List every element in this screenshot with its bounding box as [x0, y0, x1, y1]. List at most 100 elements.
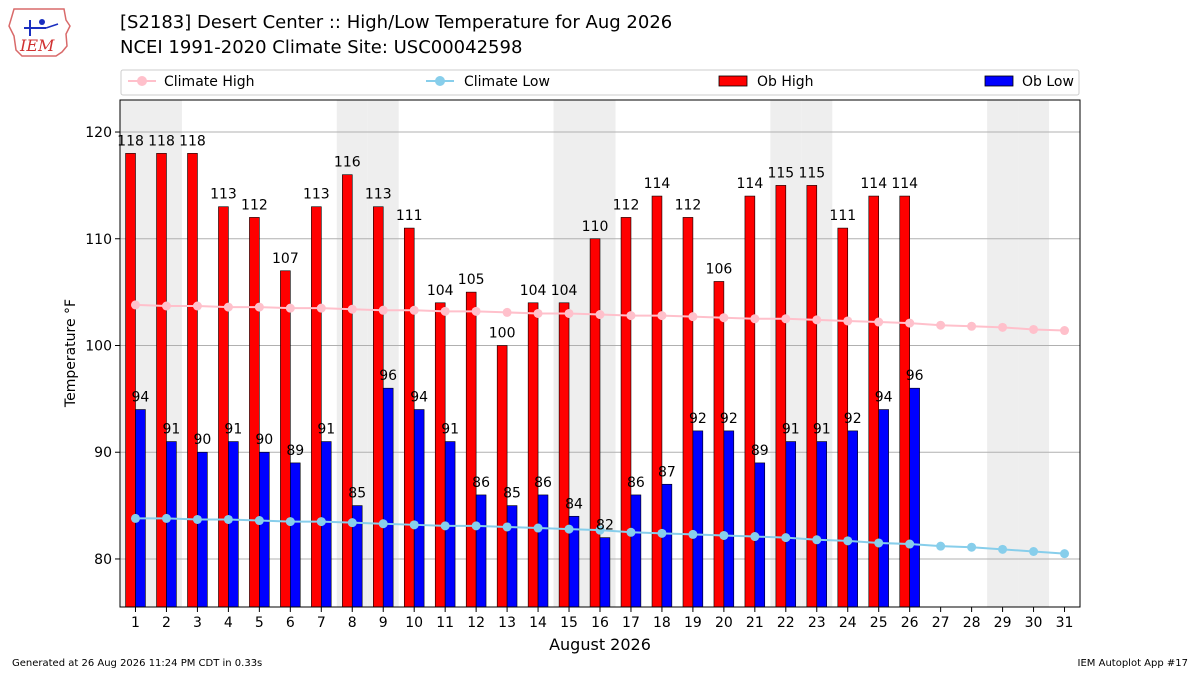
- ob-low-bar: [228, 441, 239, 608]
- climate-high-point: [874, 317, 884, 327]
- x-tick-label: 12: [467, 615, 485, 631]
- iem-logo: IEM: [6, 6, 72, 62]
- ob-low-bar: [630, 494, 642, 608]
- climate-low-point: [595, 525, 605, 535]
- climate-high-point: [440, 306, 450, 316]
- x-tick-label: 30: [1025, 615, 1043, 631]
- legend-ob-high: Ob High: [757, 74, 814, 90]
- climate-high-point: [316, 303, 326, 313]
- climate-high-point: [347, 304, 357, 314]
- climate-low-point: [378, 519, 388, 529]
- x-tick-label: 24: [839, 615, 857, 631]
- ob-high-label: 113: [365, 187, 392, 203]
- x-tick-label: 7: [317, 615, 326, 631]
- legend: Climate High Climate Low Ob High Ob Low: [120, 69, 1080, 96]
- climate-high-point: [843, 316, 853, 326]
- ob-high-bar: [156, 153, 167, 608]
- ob-low-bar: [816, 441, 827, 608]
- climate-high-point: [254, 302, 264, 312]
- x-tick-label: 10: [405, 615, 423, 631]
- ob-high-label: 106: [706, 261, 733, 277]
- climate-low-point: [254, 516, 264, 526]
- ob-low-label: 82: [596, 518, 614, 534]
- climate-low-point: [192, 514, 202, 524]
- ob-high-label: 111: [829, 208, 856, 224]
- ob-high-bar: [125, 153, 136, 608]
- y-tick-label: 80: [94, 552, 112, 568]
- y-tick-label: 100: [85, 338, 112, 354]
- chart-subtitle: NCEI 1991-2020 Climate Site: USC00042598: [120, 37, 523, 58]
- climate-high-point: [192, 301, 202, 311]
- ob-low-label: 92: [844, 411, 862, 427]
- climate-high-point: [750, 314, 760, 324]
- legend-climate-low: Climate Low: [464, 74, 550, 90]
- x-tick-label: 8: [348, 615, 357, 631]
- climate-high-point: [378, 305, 388, 315]
- ob-high-bar: [280, 270, 291, 608]
- x-tick-label: 2: [162, 615, 171, 631]
- ob-high-label: 107: [272, 251, 299, 267]
- ob-high-label: 100: [489, 325, 516, 341]
- ob-low-bar: [506, 505, 518, 608]
- ob-low-label: 91: [441, 422, 459, 438]
- ob-high-bar: [620, 217, 632, 608]
- ob-high-label: 114: [891, 176, 918, 192]
- ob-high-bar: [775, 185, 787, 608]
- climate-high-point: [533, 308, 543, 318]
- ob-low-label: 91: [813, 422, 831, 438]
- ob-high-label: 118: [148, 133, 175, 149]
- ob-high-bar: [744, 195, 756, 608]
- ob-high-bar: [713, 281, 725, 608]
- ob-high-label: 111: [396, 208, 423, 224]
- chart-title: [S2183] Desert Center :: High/Low Temper…: [120, 12, 673, 33]
- legend-ob-high-swatch: [718, 75, 748, 87]
- x-tick-label: 16: [591, 615, 609, 631]
- x-tick-label: 9: [379, 615, 388, 631]
- climate-high-point: [1060, 326, 1070, 336]
- x-tick-label: 31: [1056, 615, 1074, 631]
- logo-text: IEM: [19, 36, 55, 55]
- x-tick-label: 13: [498, 615, 516, 631]
- ob-high-bar: [311, 206, 322, 608]
- climate-low-point: [564, 524, 574, 534]
- climate-high-point: [781, 314, 791, 324]
- x-tick-label: 27: [932, 615, 950, 631]
- x-tick-label: 5: [255, 615, 264, 631]
- x-tick-label: 1: [131, 615, 140, 631]
- climate-low-point: [1060, 549, 1070, 559]
- legend-climate-low-marker: [435, 76, 445, 86]
- climate-high-point: [657, 311, 667, 321]
- ob-low-bar: [537, 494, 549, 608]
- ob-low-label: 96: [379, 368, 397, 384]
- ob-high-label: 105: [458, 272, 485, 288]
- ob-low-label: 96: [906, 368, 924, 384]
- climate-high-point: [936, 320, 946, 330]
- ob-high-label: 115: [798, 165, 825, 181]
- climate-low-point: [502, 522, 512, 532]
- climate-low-point: [471, 521, 481, 531]
- ob-high-label: 104: [427, 283, 454, 299]
- ob-low-bar: [475, 494, 487, 608]
- ob-low-label: 85: [348, 486, 366, 502]
- climate-low-point: [750, 532, 760, 542]
- ob-high-bar: [434, 302, 446, 608]
- climate-high-point: [161, 301, 171, 311]
- x-tick-label: 21: [746, 615, 764, 631]
- ob-high-bar: [403, 227, 415, 608]
- ob-low-label: 94: [875, 390, 893, 406]
- ob-low-bar: [166, 441, 177, 608]
- climate-high-point: [130, 300, 140, 310]
- climate-high-point: [688, 312, 698, 322]
- ob-high-label: 112: [675, 197, 702, 213]
- climate-low-point: [843, 536, 853, 546]
- ob-low-label: 92: [689, 411, 707, 427]
- ob-low-label: 86: [627, 475, 645, 491]
- ob-low-label: 86: [534, 475, 552, 491]
- climate-high-point: [1029, 324, 1039, 334]
- ob-high-label: 112: [613, 197, 640, 213]
- x-tick-label: 4: [224, 615, 233, 631]
- climate-low-point: [223, 514, 233, 524]
- climate-high-point: [812, 315, 822, 325]
- ob-low-bar: [290, 462, 301, 608]
- ob-high-label: 116: [334, 155, 361, 171]
